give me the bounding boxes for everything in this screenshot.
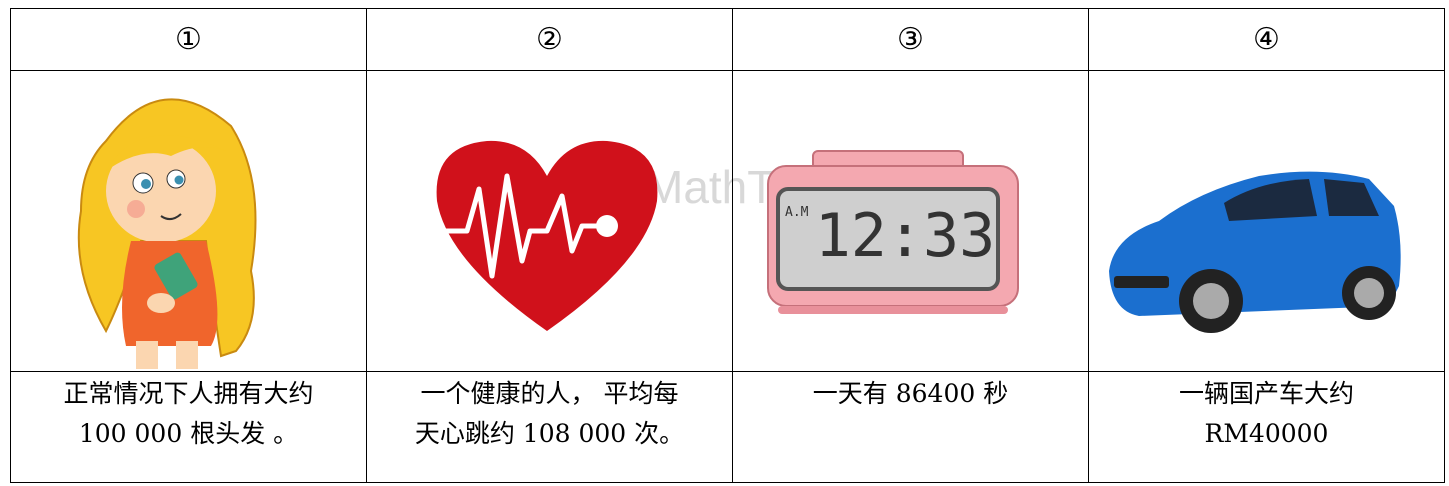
caption-line: 一天有 86400 秒 <box>812 379 1009 408</box>
image-cell: A.M 12:33 <box>732 70 1089 372</box>
caption-cell: 正常情况下人拥有大约 100 000 根头发 。 <box>10 371 367 483</box>
caption-line: RM40000 <box>1204 419 1329 448</box>
caption-row: 正常情况下人拥有大约 100 000 根头发 。 一个健康的人， 平均每 天心跳约 … <box>10 371 1445 483</box>
caption-line: 天心跳约 108 000 次。 <box>414 419 685 448</box>
header-cell: ③ <box>732 8 1089 71</box>
fact-table: ① ② ③ ④ <box>10 8 1445 483</box>
caption-line: 一个健康的人， 平均每 <box>420 379 679 408</box>
caption-cell: 一辆国产车大约 RM40000 <box>1088 371 1445 483</box>
image-cell <box>366 70 733 372</box>
header-cell: ② <box>366 8 733 71</box>
header-row: ① ② ③ ④ <box>10 8 1445 71</box>
caption-cell: 一天有 86400 秒 <box>732 371 1089 483</box>
girl-illustration <box>77 98 257 369</box>
caption-cell: 一个健康的人， 平均每 天心跳约 108 000 次。 <box>366 371 733 483</box>
image-row: A.M 12:33 <box>10 70 1445 372</box>
caption-line: 正常情况下人拥有大约 <box>63 379 314 408</box>
header-cell: ④ <box>1088 8 1445 71</box>
car-illustration <box>1109 171 1401 333</box>
header-cell: ① <box>10 8 367 71</box>
heart-illustration <box>436 140 658 331</box>
image-cell <box>10 70 367 372</box>
clock-time: 12:33 <box>815 201 996 271</box>
caption-line: 一辆国产车大约 <box>1178 379 1354 408</box>
caption-line: 100 000 根头发 。 <box>78 419 299 448</box>
clock-illustration: A.M 12:33 <box>767 150 1019 314</box>
clock-ampm: A.M <box>785 205 809 220</box>
image-cell <box>1088 70 1445 372</box>
